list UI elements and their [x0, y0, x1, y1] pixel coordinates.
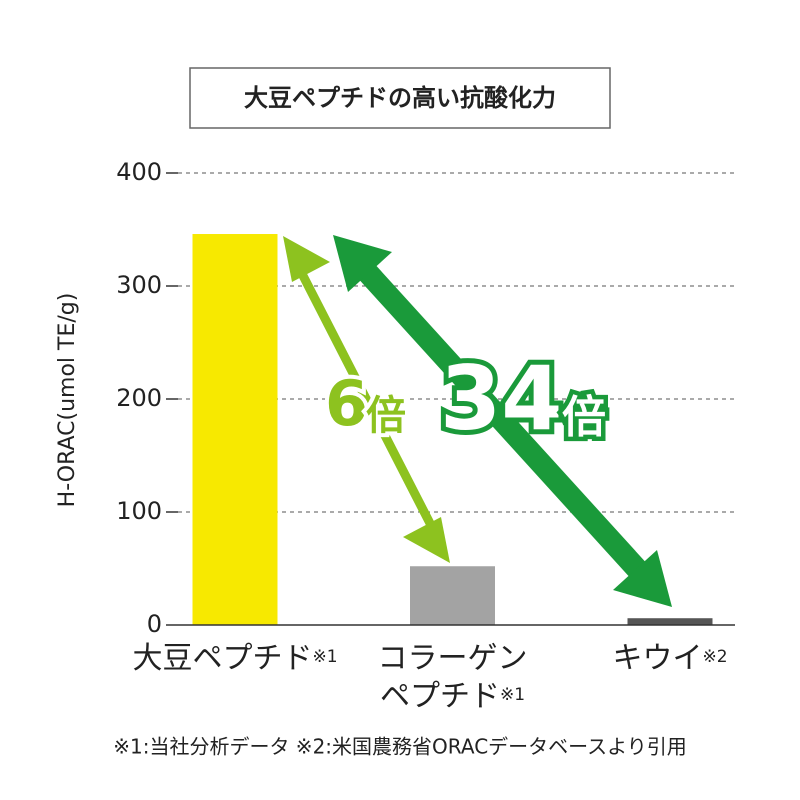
arrow-head: [283, 236, 330, 282]
category: キウイ: [612, 641, 703, 676]
x-tick-label-box: キウイ※2: [540, 640, 800, 678]
bar: [627, 618, 713, 625]
category: 大豆ペプチド: [132, 641, 313, 676]
arrow-head: [613, 550, 672, 607]
arrow-6x: [291, 259, 442, 540]
arrows: [283, 235, 672, 607]
x-tick-label-box: 大豆ペプチド※1: [105, 640, 365, 678]
chart-title: 大豆ペプチドの高い抗酸化力: [244, 84, 556, 112]
annotation-number: 34: [440, 347, 562, 450]
y-tick-label: 200: [116, 384, 162, 412]
y-tick-label: 0: [147, 610, 162, 638]
bar: [410, 566, 495, 625]
annotation-number: 6: [325, 367, 368, 440]
category: コラーゲン ペプチド: [377, 641, 528, 714]
arrow-head: [403, 517, 450, 563]
annotation-unit: 倍: [366, 393, 406, 439]
x-tick-label: 大豆ペプチド※1: [105, 640, 365, 678]
y-tick-label: 100: [116, 497, 162, 525]
arrow-head: [333, 235, 392, 292]
arrow-34x: [349, 254, 656, 588]
bar: [192, 234, 278, 625]
category-note: ※1: [499, 685, 526, 705]
title-box: [189, 67, 611, 129]
y-axis-label: H-ORAC(umol TE/g): [55, 293, 80, 508]
category-note: ※2: [702, 647, 728, 667]
category-note: ※1: [312, 647, 338, 667]
y-tick-label: 300: [116, 271, 162, 299]
x-tick-label-box: コラーゲン ペプチド※1: [323, 640, 583, 716]
x-tick-label: キウイ※2: [540, 640, 800, 678]
footnote: ※1:当社分析データ ※2:米国農務省ORACデータベースより引用: [113, 735, 687, 759]
y-tick-label: 400: [116, 158, 162, 186]
x-tick-label: コラーゲン ペプチド※1: [323, 640, 583, 716]
annotation-unit: 倍: [562, 392, 606, 443]
